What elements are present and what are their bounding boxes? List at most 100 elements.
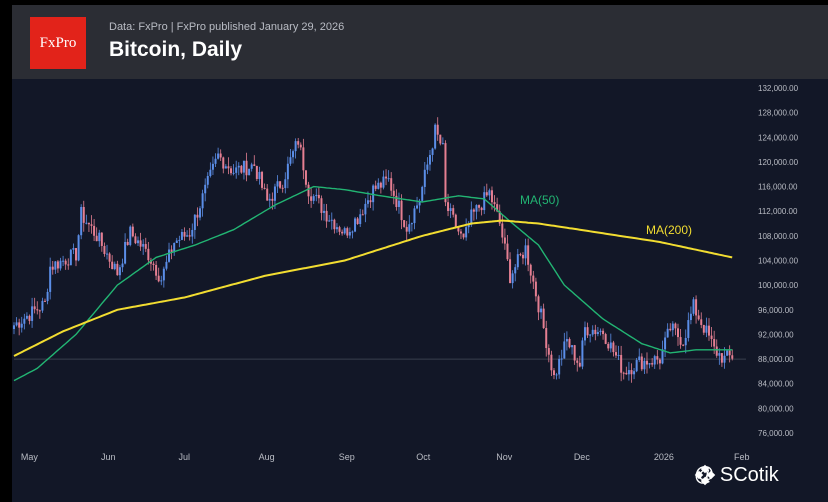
- y-tick-label: 92,000.00: [758, 330, 794, 339]
- candle-body: [661, 349, 664, 364]
- candle-body: [75, 248, 78, 261]
- candle-body: [294, 141, 297, 152]
- candle-body: [602, 330, 605, 335]
- candle-body: [382, 176, 385, 188]
- candle-body: [702, 324, 705, 333]
- candle-body: [596, 332, 599, 335]
- candle-body: [607, 343, 610, 349]
- candle-body: [188, 235, 191, 237]
- candle-body: [679, 337, 682, 345]
- x-tick-label: Jul: [179, 452, 191, 462]
- candle-body: [304, 170, 307, 185]
- candle-body: [583, 327, 586, 341]
- candle-body: [93, 225, 96, 236]
- y-tick-label: 132,000.00: [758, 84, 799, 93]
- candle-body: [692, 299, 695, 314]
- candle-body: [173, 243, 176, 253]
- candle-body: [38, 310, 41, 312]
- candle-body: [369, 200, 372, 203]
- candle-body: [359, 214, 362, 225]
- candle-body: [118, 267, 121, 276]
- candle-body: [222, 157, 225, 169]
- candle-body: [441, 143, 444, 145]
- y-tick-label: 128,000.00: [758, 109, 799, 118]
- candle-body: [116, 263, 119, 276]
- candle-body: [524, 245, 527, 259]
- candle-body: [635, 360, 638, 372]
- candle-body: [36, 309, 39, 311]
- candle-body: [258, 171, 261, 179]
- plot-area: [12, 79, 828, 502]
- candle-body: [470, 209, 473, 225]
- y-tick-label: 120,000.00: [758, 158, 799, 167]
- candle-body: [457, 227, 460, 232]
- candle-body: [490, 190, 493, 203]
- candle-body: [498, 211, 501, 224]
- candle-body: [199, 208, 202, 218]
- candle-body: [480, 207, 483, 211]
- candle-body: [666, 328, 669, 338]
- candle-body: [614, 352, 617, 356]
- y-tick-label: 80,000.00: [758, 404, 794, 413]
- candle-body: [643, 360, 646, 370]
- y-tick-label: 96,000.00: [758, 306, 794, 315]
- y-tick-label: 124,000.00: [758, 133, 799, 142]
- candle-body: [493, 202, 496, 205]
- candle-body: [273, 186, 276, 201]
- candle-body: [87, 222, 90, 225]
- data-source-label: Data: FxPro | FxPro published January 29…: [109, 21, 345, 33]
- candle-body: [519, 254, 522, 256]
- candle-body: [206, 175, 209, 185]
- candle-body: [131, 226, 134, 237]
- candle-body: [664, 337, 667, 350]
- candle-body: [44, 300, 47, 302]
- candle-body: [338, 227, 341, 232]
- candle-body: [255, 165, 258, 179]
- candle-body: [700, 319, 703, 325]
- candle-body: [351, 231, 354, 233]
- candle-body: [397, 200, 400, 207]
- candle-body: [323, 210, 326, 213]
- candle-body: [134, 236, 137, 244]
- candle-body: [695, 299, 698, 316]
- candle-body: [13, 325, 15, 330]
- candle-body: [276, 181, 279, 187]
- candle-body: [54, 261, 57, 270]
- candle-body: [390, 178, 393, 191]
- candle-body: [168, 249, 171, 262]
- candle-body: [707, 325, 710, 336]
- candle-body: [250, 164, 253, 169]
- candle-body: [558, 358, 561, 375]
- candle-body: [648, 363, 651, 365]
- x-tick-label: May: [21, 452, 39, 462]
- candle-body: [111, 261, 114, 270]
- candle-body: [527, 245, 530, 265]
- candle-body: [516, 254, 519, 268]
- candle-body: [609, 342, 612, 349]
- y-tick-label: 100,000.00: [758, 281, 799, 290]
- candle-body: [328, 220, 331, 222]
- candle-body: [503, 237, 506, 244]
- candle-body: [100, 232, 103, 246]
- candle-body: [209, 169, 212, 176]
- candle-body: [604, 334, 607, 344]
- candle-body: [317, 194, 320, 199]
- candle-body: [395, 195, 398, 207]
- candle-body: [224, 166, 227, 169]
- x-tick-label: Dec: [574, 452, 591, 462]
- candle-body: [46, 291, 49, 302]
- candle-body: [408, 224, 411, 232]
- candle-body: [560, 358, 563, 360]
- candle-body: [472, 209, 475, 212]
- y-tick-label: 104,000.00: [758, 257, 799, 266]
- y-tick-label: 108,000.00: [758, 232, 799, 241]
- candle-body: [325, 210, 328, 222]
- candle-body: [67, 264, 70, 266]
- candle-body: [684, 337, 687, 346]
- candle-body: [18, 322, 21, 328]
- candle-body: [565, 339, 568, 342]
- candle-body: [521, 254, 524, 259]
- candle-body: [82, 206, 85, 223]
- candle-body: [633, 371, 636, 375]
